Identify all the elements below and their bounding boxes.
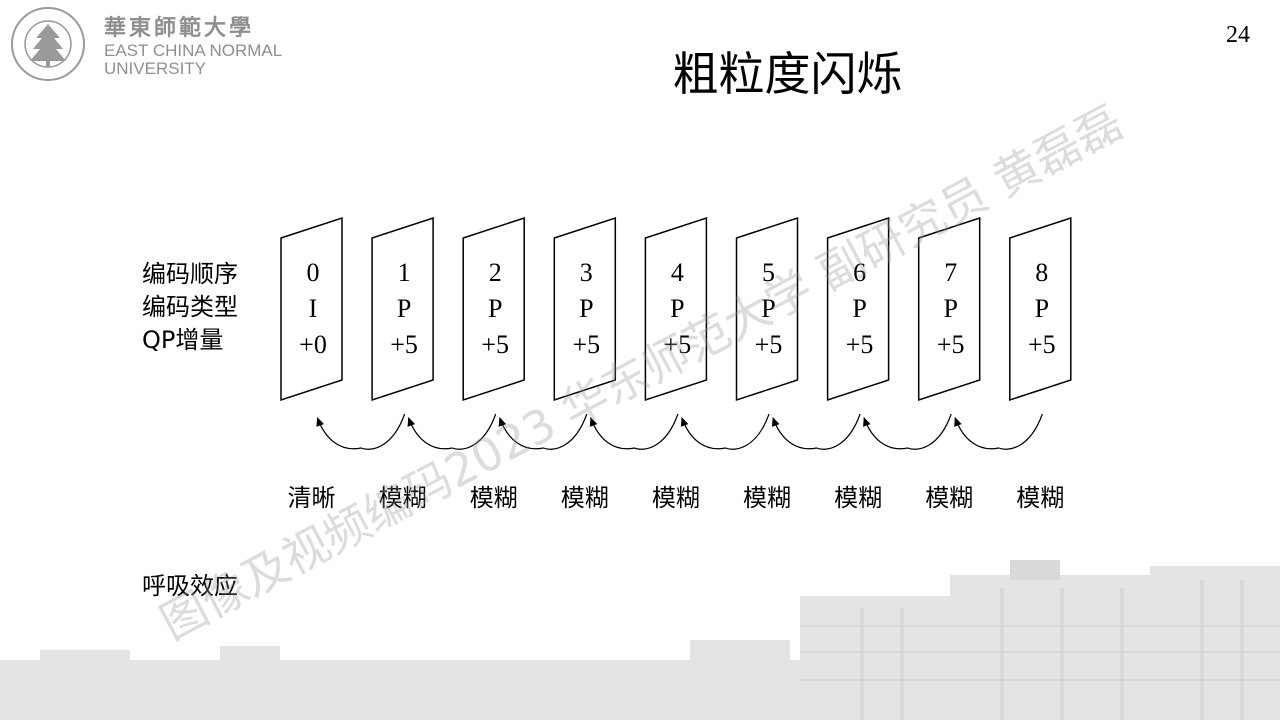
reference-arrow-8 [954,413,1043,450]
frame-3-quality: 模糊 [560,484,609,512]
frame-qp: +5 [481,330,510,359]
frame-type: P [579,294,594,323]
frame-3-labels: 3 P +5 [555,255,617,363]
reference-arrow-3 [498,413,588,450]
row-label-type: 编码类型 [142,293,238,321]
frame-2-quality: 模糊 [469,484,518,512]
logo-chinese-name: 華東師範大學 [104,15,255,41]
reference-arrow-5 [680,413,770,450]
frame-2 [462,216,525,402]
reference-arrow-1 [316,413,406,450]
frame-4-quality: 模糊 [651,484,700,512]
frame-4-labels: 4 P +5 [646,255,708,363]
frame-order: 2 [488,258,502,287]
frame-type: P [1034,294,1050,323]
row-label-qp: QP增量 [142,326,224,354]
slide-title: 粗粒度闪烁 [672,47,903,101]
frame-qp: +5 [390,330,418,359]
frame-4 [644,216,708,402]
frame-1 [371,216,434,402]
frame-2-labels: 2 P +5 [464,255,526,363]
logo-english-line1: EAST CHINA NORMAL [104,41,283,60]
university-logo: 華東師範大學 EAST CHINA NORMAL UNIVERSITY [8,4,298,84]
frame-3 [553,216,617,402]
logo-english-name: EAST CHINA NORMAL UNIVERSITY [104,42,282,78]
frame-8 [1009,216,1072,402]
frame-1-labels: 1 P +5 [373,255,435,363]
frame-type: P [487,294,503,323]
frame-order: 4 [670,258,684,287]
logo-english-line2: UNIVERSITY [104,59,207,78]
frame-qp: +5 [663,330,692,359]
reference-arrow-2 [407,413,497,450]
effect-label: 呼吸效应 [142,572,238,600]
frame-qp: +5 [845,330,874,359]
frame-0-labels: 0 I +0 [282,255,344,363]
reference-arrow-4 [589,413,679,450]
frame-qp: +5 [1027,330,1056,359]
frame-order: 7 [944,258,958,287]
frame-qp: +5 [572,330,601,359]
frame-7-labels: 7 P +5 [920,255,982,363]
reference-arrow-7 [863,413,952,450]
frame-qp: +5 [754,330,783,359]
frame-1-quality: 模糊 [378,484,427,512]
frame-7-quality: 模糊 [925,484,974,512]
frame-5-labels: 5 P +5 [738,255,800,363]
frame-type: P [761,294,776,323]
frame-order: 0 [306,258,320,287]
frame-order: 6 [853,258,867,287]
frame-0 [280,216,343,402]
frame-type: P [670,294,685,323]
frame-6-quality: 模糊 [834,484,883,512]
row-label-order: 编码顺序 [142,260,238,288]
frame-8-labels: 8 P +5 [1011,255,1073,363]
frame-6-labels: 6 P +5 [829,255,891,363]
frame-order: 5 [762,258,775,287]
frame-8-quality: 模糊 [1016,484,1065,512]
frame-order: 1 [397,258,411,287]
frame-7 [917,216,981,402]
frame-type: P [852,294,867,323]
frame-type: P [396,294,412,323]
reference-arrow-6 [771,413,861,450]
frame-order: 3 [579,258,593,287]
frame-6 [826,216,890,402]
frame-type: I [308,294,318,323]
frame-qp: +5 [936,330,965,359]
frame-0-quality: 清晰 [287,484,336,512]
frame-type: P [943,294,958,323]
frame-5-quality: 模糊 [743,484,791,512]
frame-order: 8 [1035,258,1049,287]
frame-qp: +0 [299,330,327,359]
page-number: 24 [1226,22,1250,48]
row-labels: 编码顺序 编码类型 QP增量 [142,258,238,357]
university-seal-icon [11,7,85,81]
frame-5 [735,216,799,402]
